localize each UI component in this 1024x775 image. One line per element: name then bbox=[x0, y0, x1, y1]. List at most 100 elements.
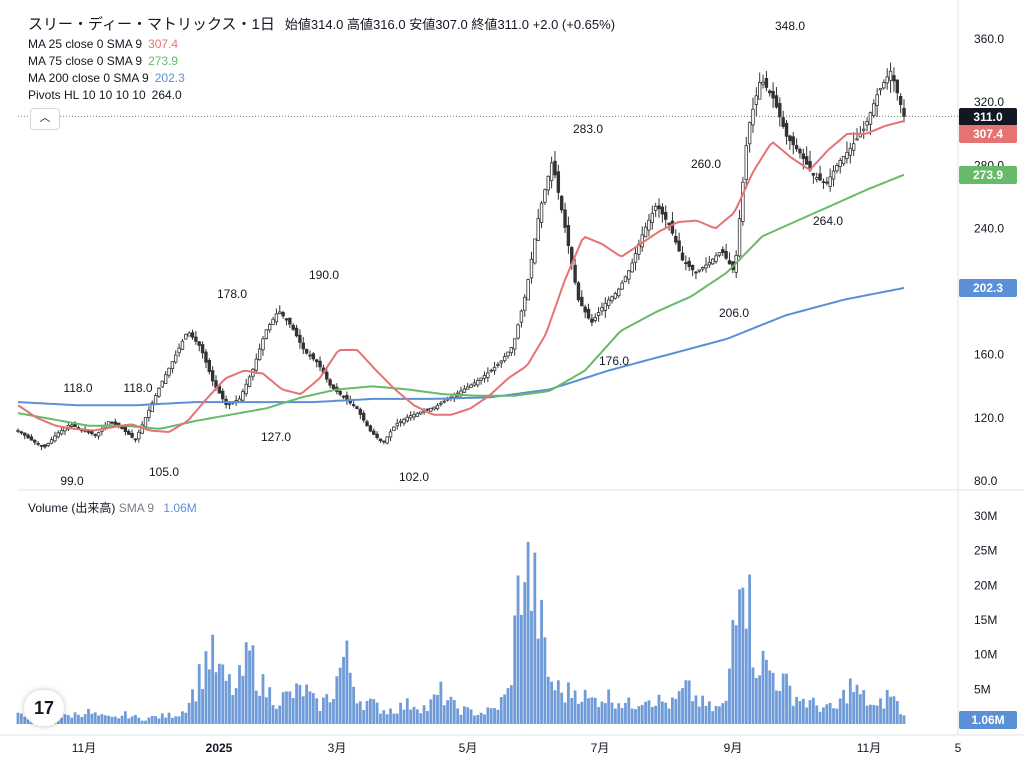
volume-bar bbox=[613, 708, 617, 724]
candle-up bbox=[643, 226, 648, 238]
volume-bar bbox=[671, 697, 674, 724]
volume-bar bbox=[204, 651, 208, 724]
tradingview-logo[interactable]: 17 bbox=[24, 690, 64, 726]
volume-bar bbox=[144, 720, 147, 724]
candle-up bbox=[707, 261, 712, 266]
candle-up bbox=[851, 143, 856, 151]
pivot-high-label: 348.0 bbox=[775, 19, 805, 33]
candle-up bbox=[153, 395, 158, 405]
volume-bar bbox=[201, 688, 204, 724]
volume-bar bbox=[620, 708, 624, 724]
volume-tick-label: 20M bbox=[974, 578, 997, 592]
volume-tick-label: 25M bbox=[974, 544, 997, 558]
symbol-title[interactable]: スリー・ディー・マトリックス・1日 bbox=[28, 16, 275, 33]
candle-up bbox=[419, 411, 423, 415]
candle-up bbox=[623, 276, 628, 283]
volume-bar bbox=[852, 691, 856, 724]
candle-down bbox=[86, 431, 91, 433]
candle-up bbox=[46, 442, 50, 446]
collapse-legend-button[interactable]: ︿ bbox=[30, 108, 60, 130]
candle-down bbox=[771, 90, 775, 99]
candle-down bbox=[351, 404, 356, 407]
candle-up bbox=[848, 147, 853, 156]
volume-tick-label: 30M bbox=[974, 509, 997, 523]
volume-bar bbox=[496, 709, 500, 724]
legend-ma25[interactable]: MA 25 close 0 SMA 9 307.4 bbox=[28, 36, 615, 53]
candle-up bbox=[49, 439, 54, 444]
candle-down bbox=[774, 95, 779, 108]
candle-up bbox=[512, 338, 517, 350]
volume-bar bbox=[724, 700, 728, 724]
volume-bar bbox=[389, 708, 392, 724]
candle-up bbox=[180, 340, 185, 350]
candle-up bbox=[533, 238, 537, 264]
candle-down bbox=[200, 344, 205, 354]
volume-bar bbox=[815, 705, 819, 724]
volume-bar bbox=[607, 689, 611, 724]
price-tick-label: 360.0 bbox=[974, 32, 1004, 46]
candle-up bbox=[16, 430, 20, 432]
volume-bar bbox=[177, 716, 181, 724]
volume-bar bbox=[875, 705, 879, 724]
candle-up bbox=[395, 422, 399, 427]
candle-up bbox=[170, 361, 175, 370]
candle-up bbox=[432, 406, 436, 410]
candle-up bbox=[529, 258, 534, 279]
candle-up bbox=[593, 317, 597, 321]
volume-bar bbox=[214, 672, 218, 724]
volume-bar bbox=[56, 718, 60, 724]
candle-up bbox=[835, 165, 839, 172]
candle-up bbox=[653, 205, 658, 211]
candle-up bbox=[620, 282, 624, 290]
legend-ma200[interactable]: MA 200 close 0 SMA 9 202.3 bbox=[28, 70, 615, 87]
volume-bar bbox=[540, 599, 543, 724]
candle-down bbox=[764, 78, 769, 88]
candle-up bbox=[828, 176, 832, 187]
candle-down bbox=[365, 421, 369, 427]
candle-down bbox=[294, 327, 299, 337]
legend-pivots[interactable]: Pivots HL 10 10 10 10 264.0 bbox=[28, 87, 615, 104]
candle-up bbox=[627, 270, 631, 280]
time-axis-label: 5月 bbox=[459, 741, 478, 755]
ma75-line bbox=[17, 173, 905, 430]
candle-down bbox=[328, 379, 332, 386]
volume-bar bbox=[536, 638, 540, 724]
volume-tick-label: 15M bbox=[974, 613, 997, 627]
volume-bar bbox=[811, 697, 815, 724]
candle-up bbox=[878, 87, 883, 91]
volume-bar bbox=[707, 701, 711, 724]
change-value: +2.0 (+0.65%) bbox=[532, 17, 616, 32]
candle-down bbox=[368, 425, 373, 432]
candle-up bbox=[479, 377, 483, 381]
chevron-up-icon: ︿ bbox=[39, 112, 51, 124]
volume-bar bbox=[254, 690, 258, 724]
time-axis-label: 5 bbox=[955, 741, 962, 755]
volume-bar bbox=[765, 659, 768, 724]
candle-up bbox=[96, 432, 101, 437]
candle-down bbox=[563, 209, 567, 228]
candle-down bbox=[784, 122, 789, 137]
candle-down bbox=[657, 205, 661, 210]
volume-bar bbox=[865, 705, 869, 724]
volume-bar bbox=[731, 620, 735, 724]
candle-down bbox=[210, 370, 215, 382]
legend-ma75[interactable]: MA 75 close 0 SMA 9 273.9 bbox=[28, 53, 615, 70]
candle-down bbox=[378, 438, 383, 442]
candle-up bbox=[875, 94, 879, 106]
volume-bar bbox=[503, 694, 507, 724]
volume-bar bbox=[449, 696, 453, 724]
volume-bar bbox=[869, 704, 872, 724]
volume-bar bbox=[758, 675, 762, 724]
candle-down bbox=[898, 96, 903, 105]
volume-bar bbox=[754, 677, 758, 724]
pivot-high-label: 118.0 bbox=[63, 381, 92, 395]
candle-up bbox=[56, 432, 60, 438]
volume-bar bbox=[637, 706, 641, 724]
volume-legend-sma: SMA 9 bbox=[118, 501, 155, 515]
volume-bar bbox=[627, 697, 631, 724]
candle-down bbox=[133, 438, 138, 441]
volume-bar bbox=[684, 680, 688, 724]
candle-up bbox=[617, 288, 621, 297]
